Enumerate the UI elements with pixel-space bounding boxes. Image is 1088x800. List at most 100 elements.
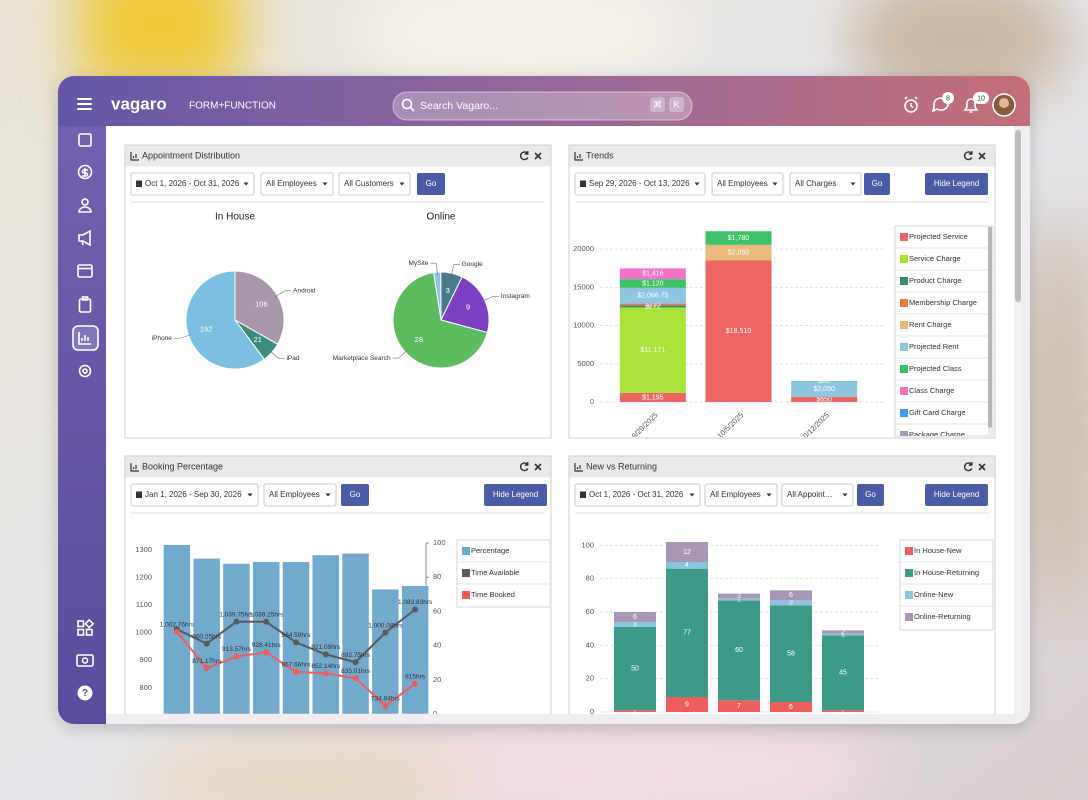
forms-nav[interactable] — [78, 298, 92, 313]
go-button[interactable] — [341, 484, 369, 506]
legend-label[interactable]: Time Booked — [471, 590, 515, 599]
legend-label[interactable]: Projected Rent — [909, 342, 960, 351]
bar-segment — [666, 542, 708, 562]
select-box[interactable] — [711, 172, 784, 196]
point-label: 921.09hrs — [311, 644, 341, 651]
slice-value: 192 — [200, 325, 213, 334]
panel-title: Trends — [586, 150, 614, 160]
blur-shape — [80, 0, 240, 90]
legend-label[interactable]: In House-New — [914, 546, 962, 555]
legend-label[interactable]: Projected Class — [909, 364, 962, 373]
close-icon[interactable] — [534, 463, 542, 471]
legend-label[interactable]: Class Charge — [909, 386, 954, 395]
legend-swatch — [900, 299, 908, 307]
select-box[interactable] — [704, 483, 778, 507]
legend-label[interactable]: Package Charge — [909, 430, 965, 439]
hide-legend-button[interactable] — [925, 484, 988, 506]
select-box[interactable] — [263, 483, 337, 507]
value-label: 6 — [789, 592, 793, 599]
point-label: 734.84hrs — [371, 695, 401, 702]
legend-label[interactable]: Service Charge — [909, 254, 961, 263]
legend-label[interactable]: Online-Returning — [914, 612, 971, 621]
apps-nav[interactable] — [77, 620, 85, 628]
legend-label[interactable]: Online-New — [914, 590, 954, 599]
legend-label[interactable]: Percentage — [471, 546, 509, 555]
close-icon[interactable] — [978, 152, 986, 160]
y-tick-label: 20000 — [573, 244, 594, 253]
bar-segment — [791, 381, 858, 398]
gear-center — [82, 368, 88, 374]
scrollbar-thumb[interactable] — [1015, 130, 1021, 302]
point-label: 1,002.76hrs — [160, 622, 195, 629]
y-tick-label: 60 — [586, 607, 594, 616]
line-point — [203, 640, 210, 647]
select-box[interactable] — [260, 172, 334, 196]
customers-nav[interactable] — [81, 198, 89, 206]
pie-title: Online — [427, 212, 456, 223]
sales-nav[interactable] — [77, 164, 93, 180]
alarm-icon[interactable] — [904, 96, 918, 113]
select-box[interactable] — [338, 172, 411, 196]
y-tick-label: 1300 — [135, 545, 152, 554]
select-box[interactable] — [574, 483, 701, 507]
legend-label[interactable]: Projected Service — [909, 232, 968, 241]
y2-tick-label: 40 — [433, 641, 441, 650]
dropdown-caret — [247, 493, 253, 497]
payments-nav[interactable] — [76, 654, 94, 667]
bar-segment — [822, 635, 864, 711]
value-label: $2,050 — [813, 386, 835, 393]
settings-nav[interactable] — [78, 364, 92, 378]
panel-header — [569, 456, 995, 478]
line-point — [263, 618, 270, 625]
slice-value: 9 — [466, 303, 470, 312]
business-name[interactable]: FORM+FUNCTION — [189, 101, 276, 112]
bar-segment — [666, 568, 708, 697]
panel-title: Appointment Distribution — [142, 150, 240, 160]
select-box[interactable] — [781, 483, 854, 507]
slice-label: Android — [293, 288, 316, 295]
select-box[interactable] — [130, 172, 255, 196]
legend-label[interactable]: In House-Returning — [914, 568, 979, 577]
go-button[interactable] — [857, 484, 884, 506]
menu-icon[interactable] — [77, 98, 92, 110]
refresh-icon[interactable] — [519, 462, 529, 472]
marketing-nav[interactable] — [78, 229, 91, 247]
legend-scroll-thumb[interactable] — [988, 227, 992, 428]
logo[interactable]: vagaro — [111, 94, 167, 113]
refresh-icon[interactable] — [963, 151, 973, 161]
line-point — [233, 618, 240, 625]
close-icon[interactable] — [534, 152, 542, 160]
calendar-nav[interactable] — [78, 133, 92, 147]
dropdown-caret — [399, 182, 405, 186]
refresh-icon[interactable] — [963, 462, 973, 472]
bar-segment — [770, 590, 812, 601]
go-button[interactable] — [864, 173, 890, 195]
hide-legend-button[interactable] — [925, 173, 988, 195]
go-button[interactable] — [417, 173, 445, 195]
legend-label[interactable]: Product Charge — [909, 276, 962, 285]
legend-label[interactable]: Membership Charge — [909, 298, 977, 307]
legend-label[interactable]: Gift Card Charge — [909, 408, 966, 417]
refresh-icon[interactable] — [519, 151, 529, 161]
top-bar — [58, 76, 1030, 126]
select-box[interactable] — [574, 172, 706, 196]
close-icon[interactable] — [978, 463, 986, 471]
bell-icon[interactable] — [963, 98, 979, 113]
hide-legend-button[interactable] — [484, 484, 547, 506]
value-label: 9 — [685, 701, 689, 708]
select-box[interactable] — [130, 483, 259, 507]
bar-segment — [718, 700, 760, 712]
legend-swatch — [900, 255, 908, 263]
search-box[interactable] — [392, 91, 693, 121]
chat-icon[interactable] — [931, 97, 949, 113]
legend-label[interactable]: Rent Charge — [909, 320, 952, 329]
select-box[interactable] — [789, 172, 862, 196]
help-nav[interactable] — [77, 685, 93, 701]
search-icon — [401, 98, 413, 110]
dropdown-caret — [243, 182, 249, 186]
legend-label[interactable]: Time Available — [471, 568, 519, 577]
dashboard: Appointment Distribution Oct 1, 2026 - Oc… — [124, 144, 996, 714]
website-nav[interactable] — [77, 264, 93, 278]
bar-segment — [705, 231, 772, 245]
select-label: Sep 29, 2026 - Oct 13, 2026 — [589, 179, 690, 188]
